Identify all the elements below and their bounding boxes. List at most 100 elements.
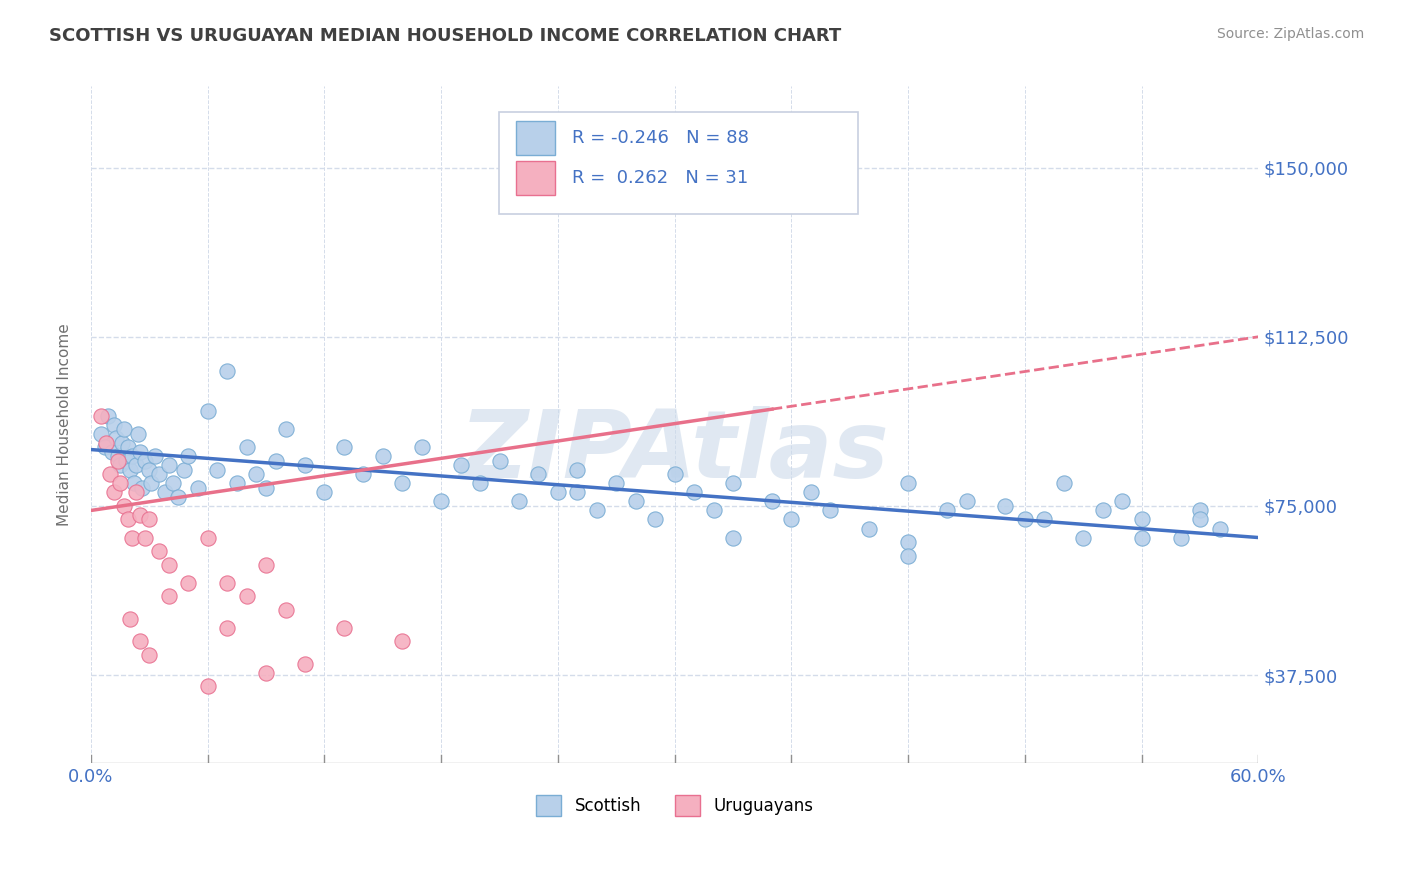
Text: SCOTTISH VS URUGUAYAN MEDIAN HOUSEHOLD INCOME CORRELATION CHART: SCOTTISH VS URUGUAYAN MEDIAN HOUSEHOLD I…: [49, 27, 841, 45]
Point: [254, 481, 277, 495]
Point: [567, 485, 589, 500]
Point: [468, 476, 491, 491]
Point: [173, 463, 195, 477]
Point: [217, 575, 239, 590]
Point: [254, 558, 277, 572]
Point: [111, 435, 134, 450]
Point: [138, 648, 160, 662]
Point: [148, 467, 170, 482]
Point: [107, 450, 129, 464]
Point: [197, 404, 219, 418]
Point: [101, 445, 124, 459]
Point: [162, 476, 184, 491]
Point: [1189, 512, 1212, 526]
Point: [586, 503, 609, 517]
Point: [780, 512, 803, 526]
Point: [141, 476, 163, 491]
Point: [217, 621, 239, 635]
Point: [128, 508, 150, 522]
Point: [1073, 531, 1095, 545]
Point: [112, 499, 135, 513]
Point: [235, 440, 257, 454]
Point: [1130, 512, 1153, 526]
Point: [721, 531, 744, 545]
Point: [107, 454, 129, 468]
Point: [138, 463, 160, 477]
Point: [567, 463, 589, 477]
Point: [103, 485, 125, 500]
Point: [131, 481, 153, 495]
Text: Source: ZipAtlas.com: Source: ZipAtlas.com: [1216, 27, 1364, 41]
Point: [254, 665, 277, 680]
Point: [994, 499, 1017, 513]
Point: [703, 503, 725, 517]
Point: [1014, 512, 1036, 526]
Point: [820, 503, 842, 517]
Point: [207, 463, 229, 477]
Point: [157, 458, 180, 473]
Point: [264, 454, 287, 468]
Point: [148, 544, 170, 558]
Point: [644, 512, 666, 526]
Point: [294, 458, 316, 473]
Point: [115, 454, 138, 468]
Point: [294, 657, 316, 671]
Point: [90, 426, 112, 441]
Point: [1208, 522, 1230, 536]
Point: [391, 476, 413, 491]
Point: [157, 558, 180, 572]
Point: [333, 621, 356, 635]
Point: [897, 535, 920, 549]
Point: [1091, 503, 1114, 517]
Point: [508, 494, 530, 508]
Point: [314, 485, 336, 500]
Point: [225, 476, 247, 491]
Point: [274, 422, 297, 436]
Point: [488, 454, 510, 468]
Point: [157, 589, 180, 603]
Point: [391, 634, 413, 648]
Point: [1033, 512, 1056, 526]
Point: [167, 490, 190, 504]
Point: [138, 512, 160, 526]
Point: [103, 417, 125, 432]
Point: [274, 603, 297, 617]
Point: [97, 409, 120, 423]
Point: [125, 458, 148, 473]
Point: [134, 454, 156, 468]
Point: [897, 476, 920, 491]
Point: [118, 612, 141, 626]
Point: [721, 476, 744, 491]
Legend: Scottish, Uruguayans: Scottish, Uruguayans: [530, 789, 820, 822]
Point: [664, 467, 686, 482]
Point: [108, 458, 131, 473]
Point: [800, 485, 823, 500]
Y-axis label: Median Household Income: Median Household Income: [58, 324, 72, 526]
Point: [217, 363, 239, 377]
Point: [450, 458, 472, 473]
Point: [352, 467, 374, 482]
Point: [527, 467, 550, 482]
Point: [134, 531, 156, 545]
Point: [430, 494, 453, 508]
Point: [117, 512, 139, 526]
Point: [605, 476, 627, 491]
Point: [108, 476, 131, 491]
Text: R = -0.246   N = 88: R = -0.246 N = 88: [572, 129, 749, 147]
Point: [105, 431, 128, 445]
Point: [117, 440, 139, 454]
Point: [371, 450, 394, 464]
Point: [1170, 531, 1192, 545]
Point: [897, 549, 920, 563]
Point: [112, 422, 135, 436]
Point: [128, 445, 150, 459]
Point: [118, 463, 141, 477]
Text: R =  0.262   N = 31: R = 0.262 N = 31: [572, 169, 748, 187]
Point: [235, 589, 257, 603]
Point: [177, 450, 200, 464]
Point: [153, 485, 176, 500]
Point: [624, 494, 647, 508]
Point: [547, 485, 569, 500]
Point: [197, 531, 219, 545]
Point: [1053, 476, 1076, 491]
